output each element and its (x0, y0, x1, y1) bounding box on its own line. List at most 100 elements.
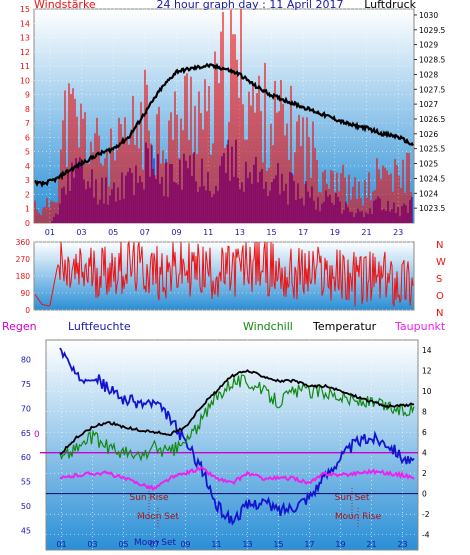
direction-y-tick-label: 180 (16, 272, 31, 281)
x-tick-label: 21 (366, 540, 376, 549)
temperature-y-tick-label: 14 (422, 346, 432, 355)
temperature-y-tick-label: -4 (422, 531, 430, 540)
wind-left-label: Windstärke (34, 0, 96, 11)
pressure-y-tick-label: 1029 (419, 41, 438, 50)
wind-y-tick-label: 14 (20, 19, 30, 28)
legend-luftfeuchte: Luftfeuchte (68, 320, 131, 333)
pressure-y-tick-label: 1027.5 (419, 85, 445, 94)
pressure-y-tick-label: 1024 (419, 189, 438, 198)
windchill-line (59, 374, 415, 462)
temperature-y-tick-label: 4 (422, 449, 427, 458)
wind-y-tick-label: 0 (25, 219, 30, 228)
temperature-y-tick-label: 8 (422, 408, 427, 417)
direction-y-tick-label: 90 (20, 289, 30, 298)
compass-label: W (436, 257, 446, 268)
wind-y-tick-label: 15 (20, 5, 30, 14)
humidity-y-tick-label: 65 (21, 429, 31, 438)
x-tick-label: 07 (149, 540, 159, 549)
x-tick-label: 09 (171, 228, 181, 237)
legend-regen: Regen (2, 320, 37, 333)
wind-direction-line (34, 240, 414, 307)
wind-y-tick-label: 5 (25, 148, 30, 157)
pressure-y-tick-label: 1023.5 (419, 204, 445, 213)
legend-temperatur: Temperatur (312, 320, 377, 333)
humidity-y-tick-label: 70 (21, 404, 31, 413)
pressure-y-tick-label: 1029.5 (419, 26, 445, 35)
zero-marker-label: 0 (34, 430, 40, 440)
humidity-y-tick-label: 75 (21, 380, 31, 389)
x-tick-label: 05 (118, 540, 128, 549)
humidity-y-tick-label: 60 (21, 453, 31, 462)
temperature-y-tick-label: 2 (422, 469, 427, 478)
x-tick-label: 13 (235, 228, 245, 237)
x-tick-label: 23 (397, 540, 407, 549)
legend-taupunkt: Taupunkt (394, 320, 446, 333)
humidity-y-tick-label: 50 (21, 502, 31, 511)
compass-label: S (436, 274, 442, 285)
x-tick-label: 01 (56, 540, 66, 549)
pressure-y-tick-label: 1030 (419, 11, 438, 20)
direction-y-tick-label: 360 (16, 238, 31, 247)
humidity-line (59, 347, 415, 526)
pressure-line (34, 62, 414, 188)
grid-lines (34, 8, 418, 550)
humidity-y-tick-label: 80 (21, 356, 31, 365)
wind-y-tick-label: 6 (25, 133, 30, 142)
x-tick-label: 03 (76, 228, 86, 237)
pressure-y-tick-label: 1028.5 (419, 56, 445, 65)
x-tick-label: 11 (203, 228, 213, 237)
x-tick-label: 15 (266, 228, 276, 237)
x-tick-label: 13 (242, 540, 252, 549)
x-tick-label: 15 (273, 540, 283, 549)
wind-bars (34, 9, 413, 223)
x-tick-label: 07 (140, 228, 150, 237)
pressure-y-tick-label: 1026.5 (419, 115, 445, 124)
pressure-y-tick-label: 1026 (419, 130, 438, 139)
dewpoint-line (59, 465, 415, 492)
annotation-moon-set-bottom: Moon Set (134, 538, 177, 548)
wind-y-tick-label: 8 (25, 105, 30, 114)
wind-y-tick-label: 9 (25, 91, 30, 100)
x-tick-label: 05 (108, 228, 118, 237)
x-tick-label: 17 (304, 540, 314, 549)
temperature-y-tick-label: 6 (422, 428, 427, 437)
compass-label: N (436, 240, 443, 251)
series-lines (34, 62, 418, 526)
compass-label: N (436, 308, 443, 319)
wind-y-tick-label: 10 (20, 76, 30, 85)
x-tick-label: 17 (298, 228, 308, 237)
pressure-y-tick-label: 1024.5 (419, 174, 445, 183)
chart-title: 24 hour graph day : 11 April 2017 (157, 0, 344, 11)
pressure-y-tick-label: 1025 (419, 160, 438, 169)
wind-y-tick-label: 12 (20, 48, 30, 57)
wind-y-tick-label: 1 (25, 205, 30, 214)
x-tick-label: 19 (330, 228, 340, 237)
wind-y-tick-label: 13 (20, 34, 30, 43)
temperature-y-tick-label: 10 (422, 387, 432, 396)
humidity-y-tick-label: 55 (21, 478, 31, 487)
wind-y-tick-label: 2 (25, 190, 30, 199)
wind-y-tick-label: 3 (25, 176, 30, 185)
direction-y-tick-label: 0 (25, 306, 30, 315)
x-tick-label: 23 (393, 228, 403, 237)
wind-y-tick-label: 7 (25, 119, 30, 128)
x-tick-label: 01 (45, 228, 55, 237)
x-tick-label: 11 (211, 540, 221, 549)
x-tick-label: 19 (335, 540, 345, 549)
temperature-y-tick-label: 0 (422, 490, 427, 499)
tick-labels: 01234567891011121314151023.510241024.510… (16, 5, 446, 549)
direction-y-tick-label: 270 (16, 255, 31, 264)
pressure-right-label: Luftdruck (364, 0, 416, 11)
x-tick-label: 21 (361, 228, 371, 237)
legend-windchill: Windchill (243, 320, 293, 333)
humidity-y-tick-label: 45 (21, 526, 31, 535)
temperature-y-tick-label: -2 (422, 510, 430, 519)
x-tick-label: 03 (87, 540, 97, 549)
x-tick-label: 09 (180, 540, 190, 549)
compass-label: O (436, 291, 444, 302)
pressure-y-tick-label: 1028 (419, 70, 438, 79)
pressure-y-tick-label: 1027 (419, 100, 438, 109)
wind-y-tick-label: 11 (20, 62, 30, 71)
temperature-y-tick-label: 12 (422, 367, 432, 376)
